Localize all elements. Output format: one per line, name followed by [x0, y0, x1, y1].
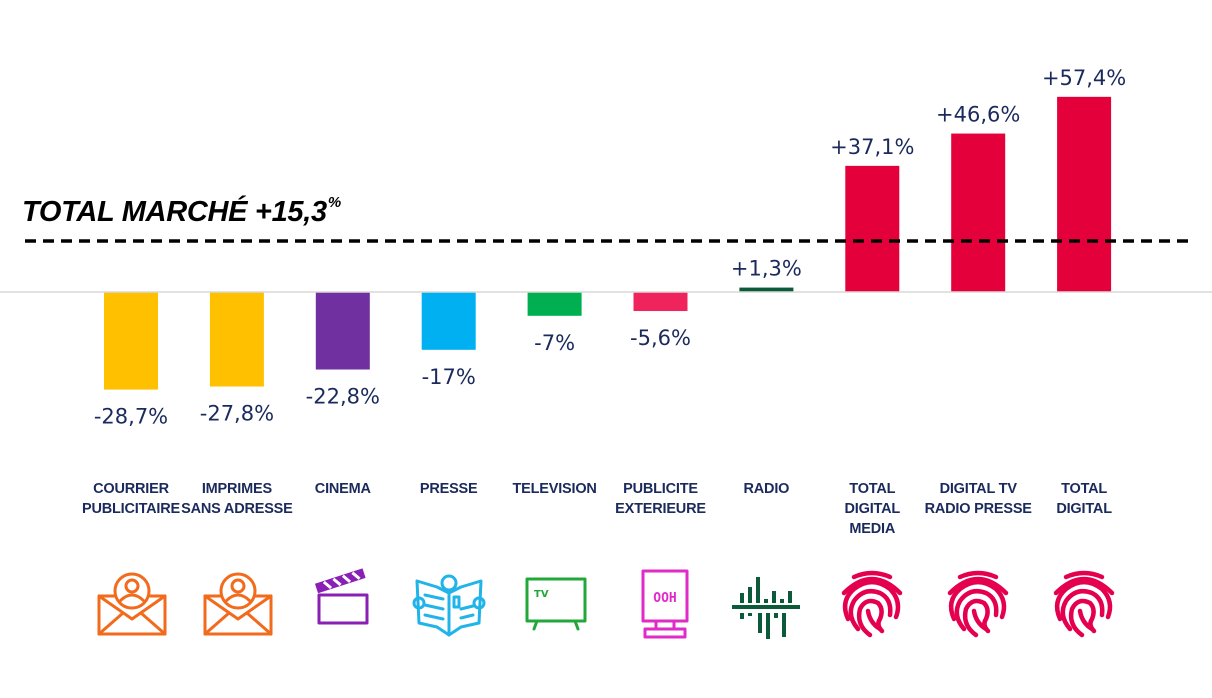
- fingerprint-icon: [832, 563, 912, 643]
- data-label-imprimes-sans-adresse: -27,8%: [200, 402, 274, 426]
- data-label-publicite-exterieure: -5,6%: [630, 326, 691, 350]
- bar-radio: [739, 287, 794, 292]
- total-market-label-suffix: %: [327, 194, 341, 211]
- svg-text:TV: TV: [534, 589, 549, 600]
- category-label-radio: RADIO: [743, 481, 790, 497]
- category-label-courrier-publicitaire: COURRIER PUBLICITAIRE: [81, 481, 181, 517]
- bars-layer: [104, 96, 1112, 390]
- category-label-cinema: CINEMA: [314, 481, 371, 497]
- svg-text:OOH: OOH: [653, 591, 676, 606]
- mail-person-icon: [91, 563, 171, 643]
- bar-total-digital-media: [845, 165, 900, 292]
- newspaper-icon: [409, 563, 489, 643]
- category-label-presse: PRESSE: [419, 481, 478, 497]
- bar-courrier-publicitaire: [104, 292, 158, 390]
- data-label-television: -7%: [534, 331, 575, 355]
- data-label-courrier-publicitaire: -28,7%: [94, 405, 168, 429]
- bar-publicite-exterieure: [633, 292, 688, 312]
- radio-waveform-icon: [726, 563, 806, 643]
- data-label-cinema: -22,8%: [306, 385, 380, 409]
- data-label-presse: -17%: [422, 365, 476, 389]
- tv-icon: TV: [515, 563, 595, 643]
- data-label-total-digital-media: +37,1%: [830, 135, 914, 159]
- ooh-billboard-icon: OOH: [621, 563, 701, 643]
- bar-cinema: [315, 292, 370, 370]
- category-label-total-digital: TOTAL DIGITAL: [1056, 481, 1112, 517]
- category-label-publicite-exterieure: PUBLICITE EXTERIEURE: [615, 481, 706, 517]
- data-label-total-digital: +57,4%: [1042, 66, 1126, 90]
- category-label-total-digital-media: TOTAL DIGITAL MEDIA: [844, 481, 901, 537]
- data-labels-layer: -28,7% -27,8% -22,8% -17% -7% -5,6% +1,3% +37,1…: [94, 66, 1126, 429]
- mail-person-icon: [197, 563, 277, 643]
- data-label-digital-tv-radio-presse: +46,6%: [936, 103, 1020, 127]
- clapperboard-icon: [303, 563, 383, 643]
- category-label-digital-tv-radio-presse: DIGITAL TV RADIO PRESSE: [924, 481, 1032, 517]
- bar-digital-tv-radio-presse: [951, 133, 1006, 292]
- bar-total-digital: [1057, 96, 1112, 292]
- fingerprint-icon: [938, 563, 1018, 643]
- bar-television: [527, 292, 582, 316]
- fingerprint-icon: [1044, 563, 1124, 643]
- category-label-television: TELEVISION: [512, 481, 597, 497]
- total-market-label-text: TOTAL MARCHÉ +15,3: [22, 196, 327, 228]
- bar-presse: [421, 292, 476, 350]
- data-label-radio: +1,3%: [731, 257, 802, 281]
- bar-imprimes-sans-adresse: [209, 292, 264, 387]
- category-label-imprimes-sans-adresse: IMPRIMES SANS ADRESSE: [181, 481, 293, 517]
- total-market-label: TOTAL MARCHÉ +15,3%: [22, 194, 341, 229]
